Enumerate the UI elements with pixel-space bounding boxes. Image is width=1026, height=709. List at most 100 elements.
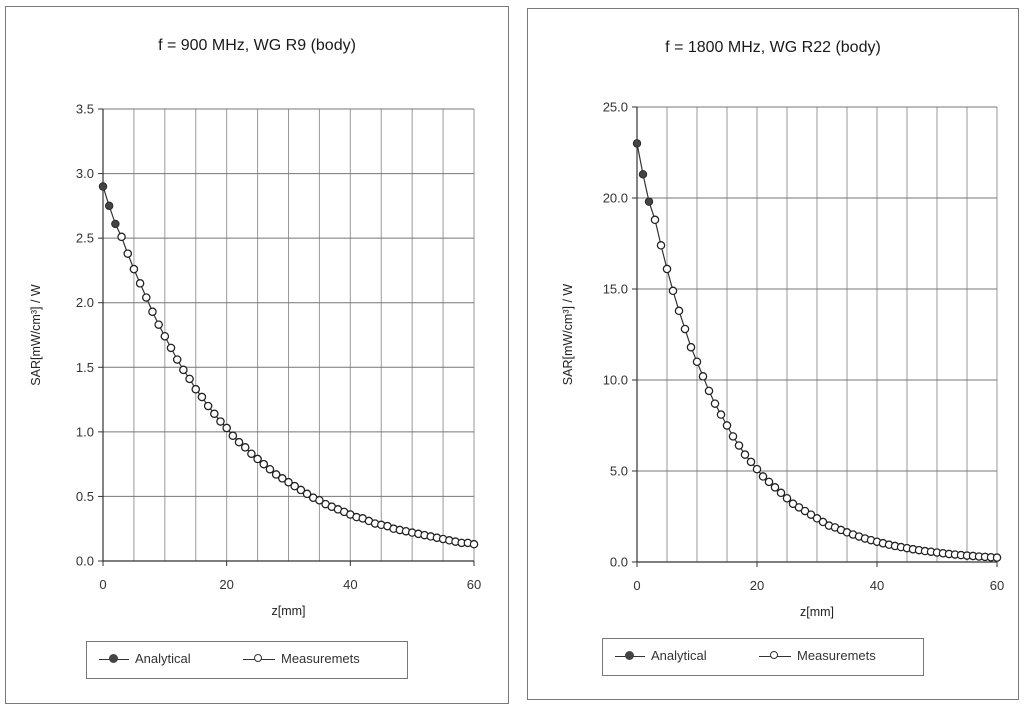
y-tick-label: 20.0 [603, 191, 628, 206]
legend-label-analytical: Analytical [651, 648, 707, 663]
legend-marker-analytical [109, 654, 118, 663]
data-point-analytical [638, 170, 648, 179]
data-point-measurement [734, 441, 744, 450]
data-point-measurement [234, 437, 244, 447]
data-point-measurement [764, 477, 774, 487]
data-point-measurement [154, 320, 163, 329]
data-point-measurement [166, 343, 176, 353]
legend-label-analytical: Analytical [135, 651, 191, 666]
data-point-measurement [191, 385, 200, 394]
data-point-measurement [315, 496, 324, 505]
data-point-analytical [632, 139, 642, 148]
data-point-measurement [662, 264, 672, 274]
data-point-measurement [782, 494, 792, 503]
x-tick-label: 60 [467, 577, 481, 592]
data-point-measurement [290, 481, 299, 491]
legend-label-measurements: Measuremets [797, 648, 876, 663]
data-point-measurement [278, 474, 287, 483]
data-point-measurement [692, 357, 702, 366]
y-tick-label: 1.0 [76, 424, 94, 439]
data-point-measurement [172, 355, 182, 364]
y-tick-label: 2.0 [76, 295, 94, 310]
y-tick-label: 1.5 [76, 360, 94, 375]
data-point-measurement [265, 465, 275, 474]
data-point-measurement [247, 449, 256, 459]
y-tick-label: 15.0 [603, 282, 628, 297]
data-point-measurement [992, 553, 1002, 562]
data-point-measurement [776, 488, 786, 498]
data-point-measurement [271, 470, 281, 479]
x-tick-label: 60 [990, 578, 1004, 593]
y-axis-title: SAR[mW/cm³] / W [561, 284, 575, 386]
data-point-measurement [123, 249, 132, 258]
y-tick-label: 3.0 [76, 166, 94, 181]
chart-legend: Analytical Measuremets [86, 641, 408, 679]
data-point-measurement [698, 372, 708, 381]
data-point-measurement [788, 499, 798, 508]
x-tick-label: 0 [99, 577, 106, 592]
chart-title: f = 1800 MHz, WG R22 (body) [665, 39, 881, 56]
data-point-measurement [716, 410, 726, 419]
legend-label-measurements: Measuremets [281, 651, 360, 666]
data-point-measurement [117, 232, 126, 242]
x-tick-label: 40 [343, 577, 357, 592]
data-point-measurement [746, 457, 756, 467]
data-point-measurement [650, 215, 660, 225]
data-point-measurement [296, 485, 306, 495]
data-point-analytical [111, 219, 120, 229]
data-point-measurement [656, 241, 666, 250]
chart-plot-900mhz: 0.0 0.5 1.0 1.5 2.0 2.5 3.0 3.5 0 20 40 60 z[mm] SAR[… [29, 102, 481, 619]
data-point-measurement [818, 517, 828, 527]
y-tick-label: 0.0 [610, 555, 628, 570]
data-point-measurement [806, 510, 816, 519]
y-tick-label: 2.5 [76, 231, 94, 246]
y-tick-label: 5.0 [610, 464, 628, 479]
data-point-measurement [469, 540, 479, 549]
data-point-analytical [104, 201, 114, 211]
data-point-measurement [222, 423, 231, 433]
data-point-measurement [179, 365, 188, 375]
data-point-measurement [142, 293, 151, 302]
y-tick-label: 25.0 [603, 100, 628, 115]
data-point-measurement [752, 464, 762, 474]
data-point-measurement [794, 503, 804, 512]
y-axis-title: SAR[mW/cm³] / W [29, 284, 43, 386]
x-tick-label: 40 [870, 578, 884, 593]
data-point-measurement [704, 386, 714, 396]
data-point-measurement [203, 401, 213, 411]
chart-plot-1800mhz: 0.0 5.0 10.0 15.0 20.0 25.0 0 20 40 60 z[mm] SAR[mW… [561, 100, 1004, 620]
data-point-measurement [302, 489, 312, 499]
x-axis-title: z[mm] [271, 604, 305, 618]
data-point-measurement [160, 332, 170, 341]
chart-panel-900mhz: f = 900 MHz, WG R9 (body) 0.0 0.5 1.0 1.5 2.… [5, 6, 509, 704]
data-point-measurement [148, 307, 157, 316]
y-tick-label: 10.0 [603, 373, 628, 388]
data-point-measurement [210, 409, 219, 418]
data-point-measurement [185, 374, 194, 384]
x-axis-title: z[mm] [800, 605, 834, 619]
chart-legend: Analytical Measuremets [602, 638, 924, 676]
x-tick-label: 0 [633, 578, 640, 593]
x-tick-label: 20 [219, 577, 233, 592]
x-tick-label: 20 [750, 578, 764, 593]
data-point-measurement [674, 306, 684, 316]
data-point-measurement [135, 279, 145, 288]
data-point-measurement [770, 483, 780, 492]
data-point-measurement [722, 421, 732, 430]
legend-marker-measurements [254, 654, 262, 662]
data-point-measurement [680, 324, 690, 334]
y-tick-label: 3.5 [76, 102, 94, 117]
data-point-measurement [253, 454, 262, 464]
data-point-measurement [710, 399, 720, 408]
data-point-measurement [668, 286, 678, 296]
data-point-measurement [228, 431, 238, 440]
data-point-measurement [129, 264, 139, 274]
chart-title: f = 900 MHz, WG R9 (body) [158, 37, 356, 54]
data-point-measurement [216, 417, 225, 426]
data-point-measurement [740, 450, 750, 459]
data-point-measurement [284, 478, 293, 487]
data-point-measurement [197, 392, 207, 402]
legend-marker-analytical [625, 651, 634, 660]
data-point-measurement [800, 506, 810, 516]
